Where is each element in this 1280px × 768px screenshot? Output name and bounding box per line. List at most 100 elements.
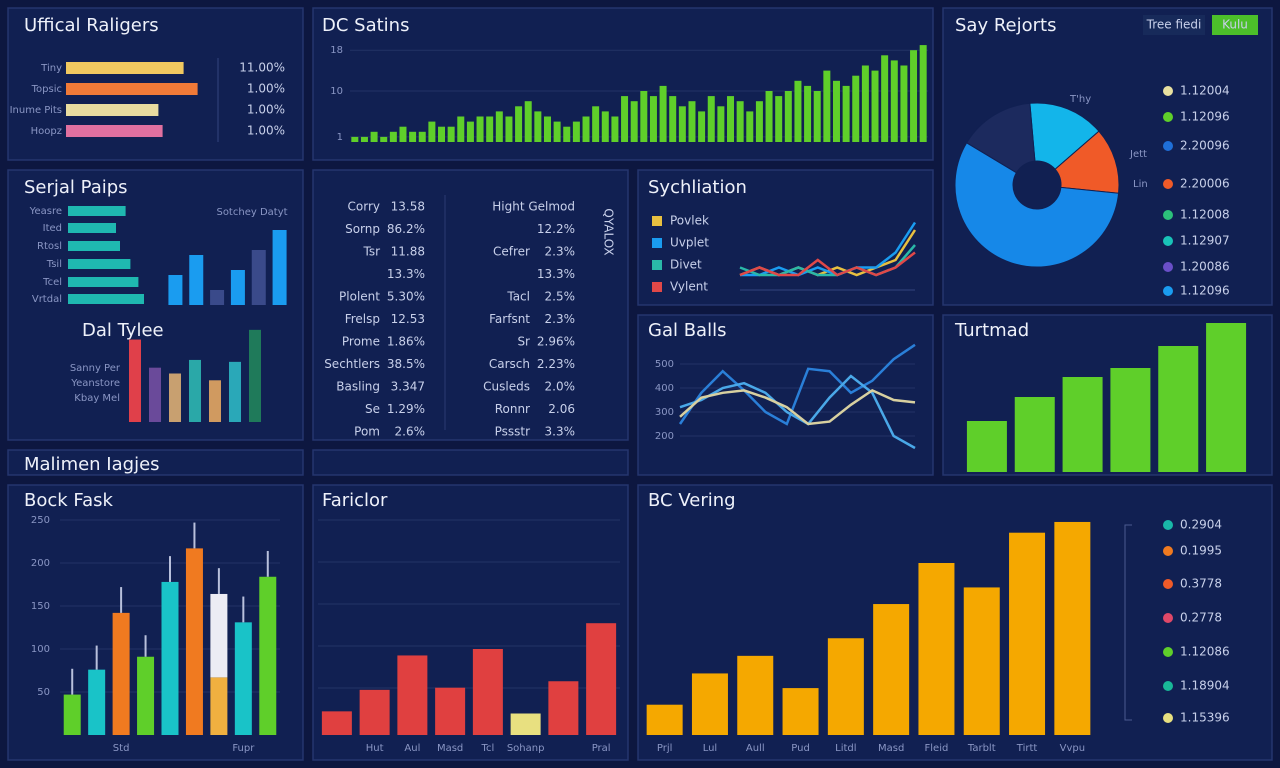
legend-label: 1.12096	[1180, 284, 1230, 298]
bar	[259, 576, 277, 735]
bar	[438, 126, 446, 142]
y-tick-label: 18	[330, 45, 343, 56]
bar	[360, 136, 368, 142]
bar	[669, 96, 677, 142]
bar	[68, 277, 139, 287]
legend-swatch	[1163, 236, 1173, 246]
bar	[210, 290, 225, 305]
bar	[466, 121, 474, 142]
bar	[359, 689, 390, 735]
bar	[68, 294, 144, 304]
bar	[659, 85, 667, 142]
chart-title: Malimen Iagjes	[24, 454, 160, 475]
x-tick-label: Tcl	[481, 743, 495, 754]
bar	[447, 126, 455, 142]
chart-title: Uffical Raligers	[24, 15, 159, 36]
row-label: Farfsnt	[489, 312, 530, 326]
bar	[149, 367, 161, 422]
legend-label: 1.12907	[1180, 234, 1230, 248]
stat-value: 11.00%	[239, 61, 285, 75]
legend-swatch	[1163, 613, 1173, 623]
bar	[842, 85, 850, 142]
x-tick-label: Litdl	[835, 743, 856, 754]
bar	[755, 101, 763, 142]
bar	[234, 622, 252, 735]
legend-swatch	[1163, 713, 1173, 723]
row-label: Basling	[336, 380, 380, 394]
panel	[312, 449, 629, 476]
bracket	[1124, 524, 1132, 721]
bar	[249, 329, 261, 422]
bar	[707, 96, 715, 142]
x-tick-label: Tarblt	[967, 743, 996, 754]
y-tick-label: 1	[337, 132, 343, 143]
x-tick-label: Masd	[437, 743, 463, 754]
legend-swatch	[1163, 286, 1173, 296]
bar	[813, 91, 821, 142]
button[interactable]	[1143, 15, 1205, 35]
bar	[63, 694, 81, 735]
row-value: 38.5%	[387, 357, 425, 371]
legend-label: Divet	[670, 258, 702, 272]
y-tick-label: 10	[330, 86, 343, 97]
bar	[137, 656, 155, 735]
row-label: Tsr	[362, 245, 380, 259]
bar	[210, 677, 228, 735]
bar	[646, 704, 683, 735]
bar	[397, 655, 428, 735]
bar-label: Rtosl	[37, 241, 62, 252]
legend-swatch	[1163, 579, 1173, 589]
bar	[66, 62, 184, 74]
button-label: Tree fiedi	[1146, 18, 1202, 32]
button-label: Kulu	[1222, 18, 1248, 32]
legend-swatch	[652, 260, 662, 270]
row-label: Sornp	[345, 222, 380, 236]
row-label: Pom	[354, 425, 380, 439]
bar	[717, 106, 725, 142]
y-tick-label: 200	[31, 558, 50, 569]
bar	[66, 104, 159, 116]
row-label: Cusleds	[483, 380, 530, 394]
legend-swatch	[1163, 647, 1173, 657]
donut-slice	[954, 142, 1120, 268]
chart-title: Serjal Paips	[24, 177, 128, 198]
row-value: 13.58	[391, 200, 425, 214]
chart-title: Say Rejorts	[955, 15, 1056, 36]
bar	[68, 223, 116, 233]
bar	[435, 687, 466, 735]
bar-label: Tsil	[46, 259, 62, 270]
bar	[88, 669, 106, 735]
bar-label: Inume Pits	[10, 105, 62, 116]
bar	[727, 96, 735, 142]
button[interactable]	[1212, 15, 1258, 35]
x-tick-label: Pral	[592, 743, 611, 754]
bar	[66, 83, 198, 95]
panel	[7, 484, 304, 761]
bar	[563, 126, 571, 142]
y-tick-label: 100	[31, 644, 50, 655]
row-value: 13.3%	[537, 267, 575, 281]
chart-title: Sotchey Datyt	[216, 207, 287, 218]
x-tick-label: Tirtt	[1016, 743, 1038, 754]
legend-swatch	[1163, 86, 1173, 96]
x-tick-label: Lul	[703, 743, 718, 754]
row-label: Hight Gelmod	[492, 200, 575, 214]
legend-swatch	[1163, 112, 1173, 122]
bar	[630, 101, 638, 142]
bar	[640, 91, 648, 142]
legend-label: 1.20086	[1180, 260, 1230, 274]
bar	[515, 106, 523, 142]
bar	[548, 681, 579, 735]
x-tick-label: Hut	[366, 743, 384, 754]
bar	[495, 111, 503, 142]
legend-swatch	[1163, 681, 1173, 691]
bar	[678, 106, 686, 142]
bar	[586, 623, 617, 735]
bar	[168, 275, 183, 305]
slice-label: Lin	[1133, 179, 1148, 190]
bar-label: Tcel	[42, 277, 62, 288]
bar	[66, 125, 163, 137]
legend-label: 0.3778	[1180, 577, 1222, 591]
legend-label: Uvplet	[670, 236, 709, 250]
row-label: Plolent	[339, 290, 380, 304]
